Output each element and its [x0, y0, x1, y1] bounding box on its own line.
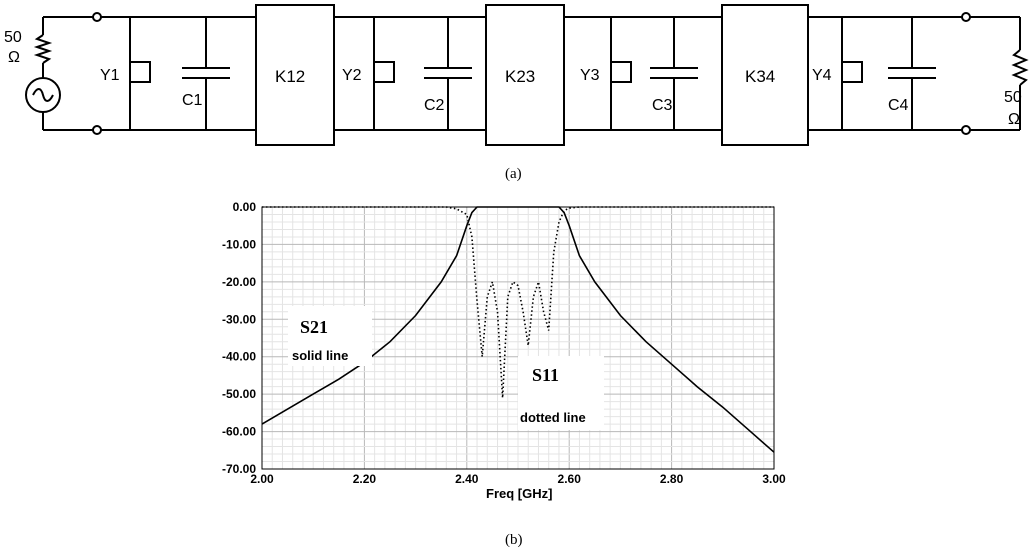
source-resistor-unit: Ω — [8, 49, 20, 66]
x-tick-label: 2.80 — [660, 472, 684, 486]
capacitor-c4-label: C4 — [888, 97, 909, 114]
s11-annotation-box — [518, 356, 604, 430]
resonator-y3-symbol — [611, 61, 632, 83]
x-tick-label: 2.00 — [250, 472, 274, 486]
input-terminal-bottom — [92, 125, 102, 135]
resonator-y4-label: Y4 — [812, 67, 832, 84]
s11-annotation-note: dotted line — [520, 410, 586, 425]
x-axis-ticks: 2.00 2.20 2.40 2.60 2.80 3.00 — [250, 472, 786, 486]
y-tick-label: -30.00 — [222, 312, 256, 326]
series-line-s21 — [261, 206, 775, 453]
plot-caption: (b) — [505, 532, 523, 548]
inverter-k12-block — [255, 4, 335, 146]
y-tick-label: -70.00 — [222, 462, 256, 476]
output-terminal-bottom — [961, 125, 971, 135]
plot-grid — [261, 206, 775, 470]
capacitor-c1-label: C1 — [182, 92, 203, 109]
inverter-k34-block — [721, 4, 809, 146]
capacitor-c3-label: C3 — [652, 97, 673, 114]
resonator-y3-label: Y3 — [580, 67, 600, 84]
series-line-s11 — [262, 206, 774, 398]
resonator-y2-label: Y2 — [342, 67, 362, 84]
plot-series — [261, 206, 775, 453]
inverter-k34-label: K34 — [745, 67, 775, 86]
y-tick-label: 0.00 — [233, 200, 257, 214]
inverter-k12-label: K12 — [275, 67, 305, 86]
load-resistor-unit: Ω — [1008, 111, 1020, 128]
inverter-k23-block — [485, 4, 565, 146]
s11-annotation-title: S11 — [532, 365, 559, 385]
s21-annotation-box — [288, 306, 372, 366]
input-terminal-top — [92, 12, 102, 22]
output-terminal-top — [961, 12, 971, 22]
resonator-y4-symbol — [842, 61, 863, 83]
source-resistor-value: 50 — [4, 29, 22, 46]
resonator-y1-label: Y1 — [100, 67, 120, 84]
resonator-y1-symbol — [130, 61, 151, 83]
y-tick-label: -40.00 — [222, 350, 256, 364]
y-tick-label: -10.00 — [222, 237, 256, 251]
load-resistor-value: 50 — [1004, 89, 1022, 106]
resonator-y2-symbol — [374, 61, 395, 83]
y-axis-ticks: 0.00 -10.00 -20.00 -30.00 -40.00 -50.00 -60.00… — [222, 200, 256, 476]
s-parameter-chart: 0.00 -10.00 -20.00 -30.00 -40.00 -50.00 -60.00… — [222, 200, 786, 501]
y-tick-label: -20.00 — [222, 275, 256, 289]
circuit-caption: (a) — [505, 166, 522, 182]
inverter-k23-label: K23 — [505, 67, 535, 86]
x-tick-label: 2.20 — [353, 472, 377, 486]
capacitor-c2-label: C2 — [424, 97, 445, 114]
x-tick-label: 2.60 — [558, 472, 582, 486]
load-resistor — [1011, 49, 1029, 86]
s21-annotation-title: S21 — [300, 317, 328, 337]
x-tick-label: 2.40 — [455, 472, 479, 486]
y-tick-label: -60.00 — [222, 425, 256, 439]
x-axis-title: Freq [GHz] — [486, 486, 552, 501]
y-tick-label: -50.00 — [222, 387, 256, 401]
s21-annotation-note: solid line — [292, 348, 348, 363]
bandpass-filter-circuit: 50 Ω Y1 C1 K12 Y2 C2 K23 Y3 C3 K34 Y4 C4… — [4, 4, 1029, 146]
x-tick-label: 3.00 — [762, 472, 786, 486]
source-resistor — [33, 34, 53, 64]
